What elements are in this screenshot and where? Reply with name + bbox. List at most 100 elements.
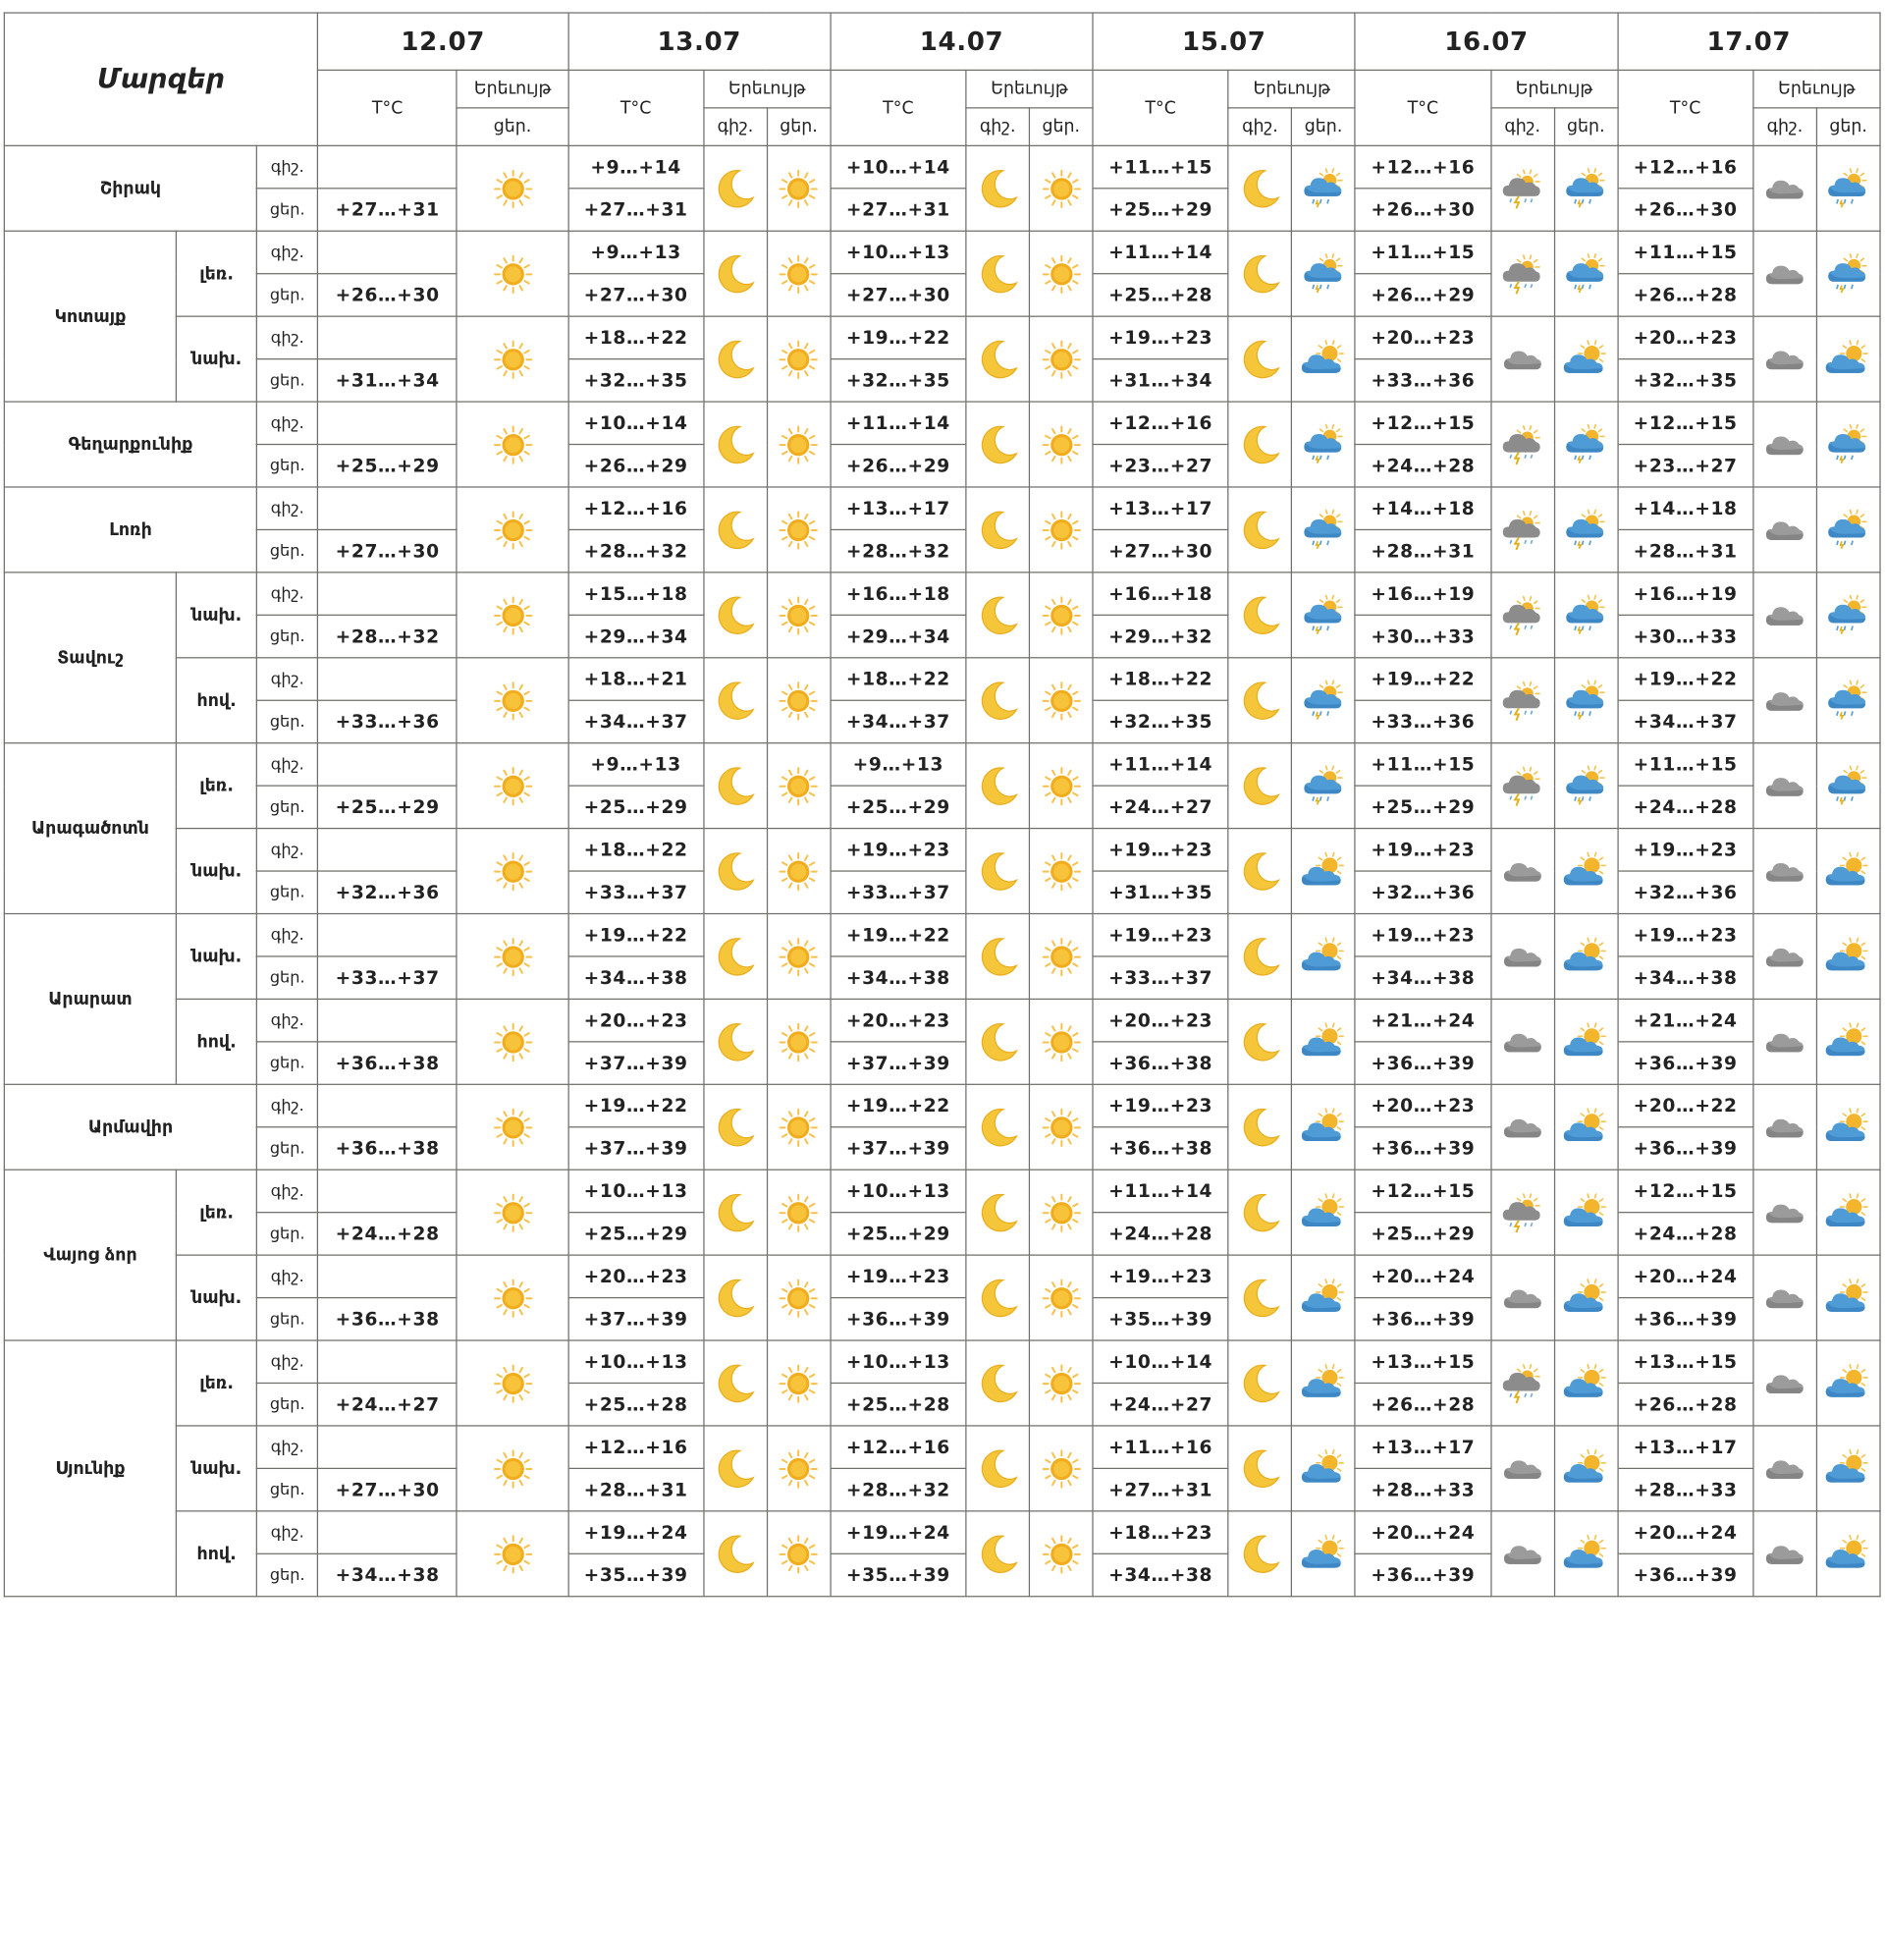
day-label: ցեր. [256,955,319,1001]
moon-icon [1227,572,1293,659]
day-temperature: +37…+39 [566,1041,705,1085]
night-temperature: +10…+14 [566,401,705,446]
day-subheader: ցեր. [1553,107,1619,146]
sun-icon [766,1339,832,1427]
night-subheader: գիշ. [965,107,1031,146]
sun-icon [1028,486,1094,573]
partly-cloudy-icon [1815,912,1881,1001]
night-temperature: +9…+13 [830,742,967,787]
day-temperature: +37…+39 [566,1126,705,1171]
night-temperature: +19…+24 [830,1510,967,1554]
night-temperature: +19…+23 [1092,827,1229,872]
cloud-icon [1751,827,1817,915]
day-temperature: +30…+33 [1354,614,1491,659]
sun-icon [766,1169,832,1256]
day-temperature: +26…+29 [566,443,705,488]
thunderstorm-icon [1489,742,1555,830]
night-temperature: +19…+23 [830,827,967,872]
night-temperature [317,912,458,957]
cloud-icon [1489,912,1555,1001]
region-name: Գեղարքունիք [3,401,258,488]
table-row: նախ. գիշ. +20…+23 +19…+23 +19…+23 +20…+24 +20…… [4,1254,1881,1341]
partly-cloudy-icon [1291,315,1356,403]
night-temperature: +19…+23 [1092,315,1229,360]
day-temperature: +24…+28 [1617,785,1754,830]
cloud-icon [1751,486,1817,573]
day-temperature: +36…+39 [1354,1296,1491,1341]
moon-icon [965,742,1031,830]
sun-icon [766,1254,832,1341]
sun-icon [456,486,569,573]
night-temperature: +16…+18 [1092,572,1229,616]
table-row: Կոտայք լեռ. գիշ. +9…+13 +10…+13 +11…+14 +11…+1… [3,230,1881,403]
phenomenon-header: Երեւույթ [965,69,1094,109]
moon-icon [965,1083,1031,1171]
region-name: Լոռի [3,486,258,573]
day-temperature: +28…+31 [1617,528,1754,573]
night-temperature [317,315,458,360]
night-temperature: +10…+14 [1092,1339,1229,1385]
night-temperature: +16…+19 [1617,572,1754,616]
regions-header: Մարզեր [3,12,319,146]
sun-icon [456,1169,569,1256]
temperature-header: T°C [1092,69,1229,146]
night-temperature: +16…+18 [830,572,967,616]
sun-icon [456,742,569,830]
partly-cloudy-icon [1291,1510,1356,1598]
sun-icon [1028,315,1094,403]
sun-icon [456,657,569,744]
moon-icon [1227,1083,1293,1171]
night-temperature: +20…+23 [1354,315,1491,360]
day-temperature: +32…+36 [317,870,458,915]
sun-icon [766,144,832,232]
partly-cloudy-icon [1815,827,1881,915]
cloud-icon [1489,1083,1555,1171]
night-temperature: +19…+22 [1617,657,1754,701]
table-row: Գեղարքունիք գիշ. +10…+14 +11…+14 +12…+16 +12…… [3,401,1881,488]
moon-icon [965,827,1031,915]
rain-cloud-icon [1815,486,1881,573]
moon-icon [702,742,768,830]
day-temperature: +26…+30 [317,273,458,317]
night-temperature: +11…+14 [830,401,967,446]
night-temperature: +20…+24 [1617,1510,1754,1554]
day-temperature: +32…+36 [1617,870,1754,915]
rain-cloud-icon [1291,572,1356,659]
rain-cloud-icon [1553,742,1619,830]
table-row: հով. գիշ. +18…+21 +18…+22 +18…+22 +19…+22 +19…… [4,657,1881,744]
sun-icon [766,912,832,1001]
day-label: ցեր. [256,1467,319,1512]
day-temperature: +34…+38 [1617,955,1754,1001]
day-temperature: +29…+34 [830,614,967,659]
rain-cloud-icon [1815,572,1881,659]
partly-cloudy-icon [1553,1169,1619,1256]
night-temperature: +11…+15 [1617,742,1754,787]
partly-cloudy-icon [1815,1510,1881,1598]
cloud-icon [1751,1169,1817,1256]
moon-icon [702,230,768,317]
night-temperature: +13…+17 [830,486,967,531]
day-temperature: +36…+39 [1617,1041,1754,1085]
night-temperature [317,1254,458,1299]
night-label: գիշ. [256,1339,319,1385]
zone-label: նախ. [175,572,258,659]
day-temperature: +27…+30 [566,273,705,317]
day-temperature: +27…+31 [830,188,967,232]
table-row: ցեր. +33…+36 +34…+37 +34…+37 +32…+35 +33…+36 +… [4,699,1880,744]
table-row: ցեր. +33…+37 +34…+38 +34…+38 +33…+37 +34…+38 +… [4,955,1880,1001]
day-temperature: +34…+37 [566,699,705,744]
day-temperature: +35…+39 [830,1552,967,1598]
day-temperature: +25…+29 [1354,785,1491,830]
night-temperature: +20…+23 [566,998,705,1043]
night-temperature: +11…+14 [1092,230,1229,275]
table-row: ցեր. +27…+31 +27…+31 +27…+31 +25…+29 +26…+30 +… [4,188,1880,232]
day-temperature: +32…+35 [830,358,967,403]
table-row: նախ. գիշ. +12…+16 +12…+16 +11…+16 +13…+17 +13…… [4,1425,1881,1512]
night-temperature: +20…+23 [1092,998,1229,1043]
day-temperature: +24…+28 [1092,1212,1229,1256]
region-name: Սյունիք [3,1339,178,1598]
table-row: Սյունիք լեռ. գիշ. +10…+13 +10…+13 +10…+14 +13…… [3,1339,1881,1598]
night-temperature: +19…+23 [1617,827,1754,872]
temperature-header: T°C [1617,69,1754,146]
day-label: ցեր. [256,188,319,232]
